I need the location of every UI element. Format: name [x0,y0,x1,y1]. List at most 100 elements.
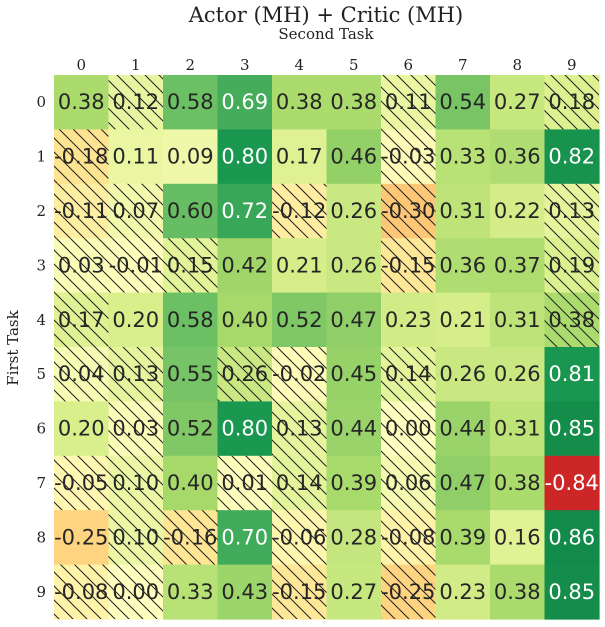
heatmap-cell-value: 0.26 [330,199,377,223]
heatmap-cell-hatch [381,510,436,565]
heatmap-cell-value: 0.27 [494,90,541,114]
heatmap-cell-value: -0.05 [54,471,108,495]
heatmap-cell-hatch [272,183,327,239]
heatmap-cell-hatch [108,401,163,456]
heatmap-cell [490,401,546,457]
heatmap-cell [272,238,328,294]
heatmap-cell [326,401,382,457]
heatmap-cell-value: -0.08 [54,580,108,604]
heatmap-cell-labels: 0.38 0.12 0.58 0.69 0.38 0.38 0.11 0.54 0.27 0.18… [54,90,599,604]
heatmap-cell-value: 0.26 [439,362,486,386]
heatmap-cell-value: 0.37 [494,253,541,277]
heatmap-cell-value: -0.15 [381,253,435,277]
x-tick-label: 2 [185,56,195,74]
heatmap-cell-value: 0.36 [494,145,541,169]
heatmap-cell-value: -0.84 [545,471,599,495]
heatmap-cell-hatch [108,75,163,130]
heatmap-cell [163,401,219,457]
heatmap-cell-value: -0.06 [272,525,326,549]
heatmap-cell [381,292,437,348]
heatmap-cell-hatch [54,238,109,293]
x-tick-label: 4 [294,56,304,74]
heatmap-cell [326,347,382,402]
heatmap-cell-value: -0.08 [381,525,435,549]
x-tick-labels: 0 1 2 3 4 5 6 7 8 9 [76,56,576,74]
heatmap-cell [217,75,273,130]
heatmap-cell [544,510,600,566]
heatmap-cell-value: 0.45 [330,362,377,386]
heatmap-cell [435,564,491,620]
heatmap-cell-value: 0.80 [221,417,268,441]
heatmap-cell [490,238,546,294]
heatmap-cell-value: 0.47 [439,471,486,495]
heatmap-cell-value: 0.38 [494,580,541,604]
heatmap-cell [217,238,273,294]
heatmap-cell-value: -0.03 [381,145,435,169]
heatmap-cell-value: 0.12 [112,90,159,114]
heatmap-cell [490,129,546,185]
heatmap-cell-value: 0.52 [167,417,214,441]
heatmap-cell [272,292,328,348]
y-tick-label: 8 [36,528,46,546]
heatmap-cell-value: 0.04 [58,362,105,386]
heatmap-cell-value: 0.14 [276,471,323,495]
heatmap-cell [490,347,546,402]
heatmap-cell [217,292,273,348]
heatmap-cell-value: 0.47 [330,308,377,332]
heatmap-cell-value: 0.23 [385,308,432,332]
heatmap-cell-value: 0.38 [276,90,323,114]
heatmap-cell-value: 0.44 [330,417,377,441]
heatmap-cell-hatch [108,510,163,565]
heatmap-cell-value: 0.00 [385,417,432,441]
heatmap-cell-hatch [217,347,272,402]
heatmap-cell-hatch [544,292,599,347]
x-tick-label: 6 [403,56,413,74]
heatmap-cell-value: 0.26 [221,362,268,386]
heatmap-cell-hatch [272,455,327,511]
y-axis-label: First Task [4,309,22,385]
heatmap-cell-value: 0.11 [385,90,432,114]
heatmap-cell-value: 0.46 [330,145,377,169]
heatmap-cell-value: 0.85 [548,417,595,441]
heatmap-cell-value: 0.82 [548,145,595,169]
heatmap-cell [326,183,382,239]
heatmap-cell-value: 0.21 [439,308,486,332]
heatmap-cell [217,183,273,239]
heatmap-cell [544,401,600,457]
heatmap-cell [490,455,546,511]
heatmap-cell-value: 0.33 [167,580,214,604]
heatmap-cell-hatch [544,183,599,239]
heatmap-cell [326,238,382,294]
x-tick-label: 3 [240,56,250,74]
heatmap-cell-value: 0.20 [112,308,159,332]
heatmap-cell [490,564,546,620]
heatmap-cell-value: -0.30 [381,199,435,223]
heatmap-cell [272,75,328,130]
heatmap-cell [217,510,273,566]
heatmap-cell [163,75,219,130]
heatmap-cell-value: 0.60 [167,199,214,223]
heatmap-cell-hatch [108,183,163,239]
x-tick-label: 0 [76,56,86,74]
heatmap-cell-value: 0.80 [221,145,268,169]
heatmap-cell-hatch [108,238,163,293]
heatmap-cell-value: -0.16 [163,525,217,549]
heatmap-cell-hatch [381,401,436,456]
x-tick-label: 5 [349,56,359,74]
heatmap-cell [435,292,491,348]
y-tick-labels: 0 1 2 3 4 5 6 7 8 9 [36,93,46,601]
heatmap-cell-value: 0.15 [167,253,214,277]
heatmap-cell-hatch [272,564,327,619]
heatmap-cell-value: 0.31 [494,308,541,332]
heatmap-cell [490,292,546,348]
heatmap-cell-value: 0.22 [494,199,541,223]
heatmap-cell-value: 0.31 [439,199,486,223]
heatmap-cell-value: -0.01 [109,253,163,277]
heatmap-cell-hatch [163,510,218,565]
heatmap-cell-value: 0.38 [548,308,595,332]
heatmap-cell-value: 0.16 [494,525,541,549]
heatmap-cell-value: -0.15 [272,580,326,604]
heatmap-cell-value: 0.39 [330,471,377,495]
heatmap-cell-value: 0.13 [276,417,323,441]
heatmap-cell-value: 0.10 [112,525,159,549]
